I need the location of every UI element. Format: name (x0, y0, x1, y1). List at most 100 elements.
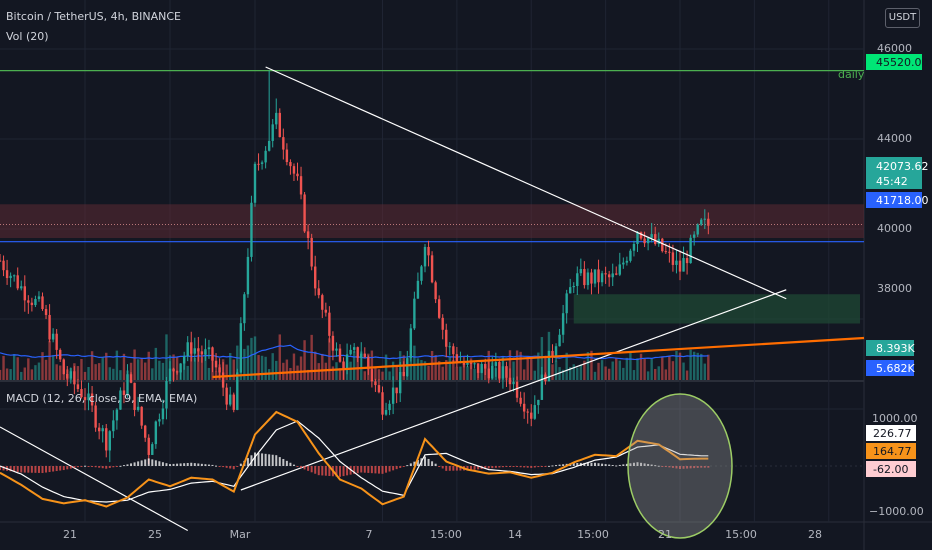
macd-histogram-bar (459, 466, 462, 471)
macd-histogram-bar (48, 466, 51, 473)
time-axis[interactable]: 21 25 Mar 7 15:00 14 15:00 21 15:00 28 (63, 528, 822, 541)
volume-bar (20, 371, 23, 380)
candle-body (607, 274, 611, 278)
candle-body (646, 237, 650, 244)
candle-body (289, 162, 292, 167)
macd-histogram-bar (98, 466, 101, 468)
volume-bar (370, 350, 374, 380)
trendlines[interactable] (0, 66, 865, 532)
volume-bar (87, 366, 90, 380)
candle-body (600, 273, 604, 283)
volume-legend[interactable]: Vol (20) (6, 30, 49, 43)
candle-body (696, 224, 699, 235)
macd-histogram-bar (218, 466, 221, 467)
volume-bar (352, 351, 356, 380)
candle-body (590, 272, 593, 284)
candle-body (73, 371, 76, 385)
macd-legend[interactable]: MACD (12, 26, close, 9, EMA, EMA) (6, 392, 198, 405)
candle-body (363, 353, 366, 358)
macd-histogram-bar (491, 466, 494, 469)
candle-body (66, 374, 69, 379)
candle-body (2, 260, 5, 271)
candle-body (430, 255, 434, 283)
macd-histogram-bar (282, 458, 285, 466)
macd-histogram-bar (434, 463, 437, 466)
candle-body (225, 387, 228, 405)
macd-histogram-bar (264, 453, 267, 466)
candle-body (246, 256, 250, 295)
candle-body (299, 176, 303, 195)
volume-bar (23, 367, 26, 380)
macd-histogram-bar (671, 466, 674, 468)
macd-histogram-bar (261, 453, 264, 466)
macd-histogram-bar (94, 466, 97, 468)
candle-body (561, 313, 565, 335)
volume-bar (253, 336, 257, 380)
macd-histogram-bar (254, 452, 256, 466)
macd-histogram-bar (20, 466, 23, 473)
zones (0, 204, 864, 324)
currency-button[interactable]: USDT (885, 8, 920, 28)
candle-body (345, 354, 349, 370)
macd-histogram-bar (346, 466, 349, 476)
macd-histogram-bar (176, 463, 179, 466)
macd-histogram-bar (640, 462, 643, 466)
volume-bar (629, 351, 632, 380)
candle-body (59, 349, 62, 360)
macd-line-label: 164.77 (866, 443, 916, 459)
macd-histogram-bar (395, 466, 398, 470)
volume-bar (129, 362, 133, 380)
candle-body (682, 258, 685, 272)
volume-bar (172, 354, 175, 380)
volume-bar (151, 368, 154, 380)
candle-body (0, 260, 2, 262)
volume-bar (675, 351, 678, 380)
macd-axis[interactable]: 1000.00 −1000.00 (869, 412, 924, 518)
macd-histogram-bar (675, 466, 678, 469)
candle-body (668, 251, 671, 253)
macd-histogram-bar (360, 466, 363, 473)
macd-histogram-bar (183, 463, 186, 466)
candle-body (692, 234, 696, 238)
volume-bar (537, 352, 540, 380)
candle-body (540, 374, 544, 400)
volume-bar (243, 348, 246, 380)
candle-body (512, 381, 515, 385)
candle-body (44, 309, 48, 315)
candle-body (229, 394, 232, 405)
macd-histogram-bar (505, 466, 508, 467)
candle-body (129, 374, 133, 383)
macd-histogram-bar (52, 466, 55, 472)
volume-bar (338, 368, 342, 380)
macd-pane (0, 393, 733, 539)
macd-histogram-bar (161, 462, 164, 466)
macd-histogram-bar (76, 466, 79, 468)
volume-bar (282, 362, 285, 380)
macd-histogram-bar (544, 466, 547, 467)
symbol-title[interactable]: Bitcoin / TetherUS, 4h, BINANCE (6, 10, 182, 23)
macd-histogram-bar (473, 466, 476, 470)
volume-bar (678, 352, 682, 380)
volume-bar (707, 354, 710, 380)
volume-bar (661, 356, 664, 380)
price-tick: 46000 (877, 42, 912, 55)
macd-histogram-bar (392, 466, 395, 471)
volume-bar (260, 355, 264, 380)
macd-histogram-label: 226.77 (866, 425, 916, 441)
macd-histogram-bar (409, 463, 412, 466)
candle-body (700, 219, 703, 225)
candle-body (310, 237, 313, 267)
candle-body (583, 269, 586, 286)
horizontal-levels[interactable] (0, 69, 864, 243)
candle-body (204, 349, 207, 355)
macd-histogram-bar (257, 452, 260, 466)
candle-body (537, 399, 540, 406)
macd-histogram-bar (190, 462, 193, 466)
candle-body (34, 299, 37, 306)
price-axis[interactable]: 46000 44000 40000 38000 (877, 42, 912, 295)
macd-histogram-bar (551, 465, 554, 467)
daily-level-label: 45520.00 (866, 54, 929, 70)
volume-bar (671, 361, 675, 380)
macd-histogram-bar (200, 463, 203, 466)
